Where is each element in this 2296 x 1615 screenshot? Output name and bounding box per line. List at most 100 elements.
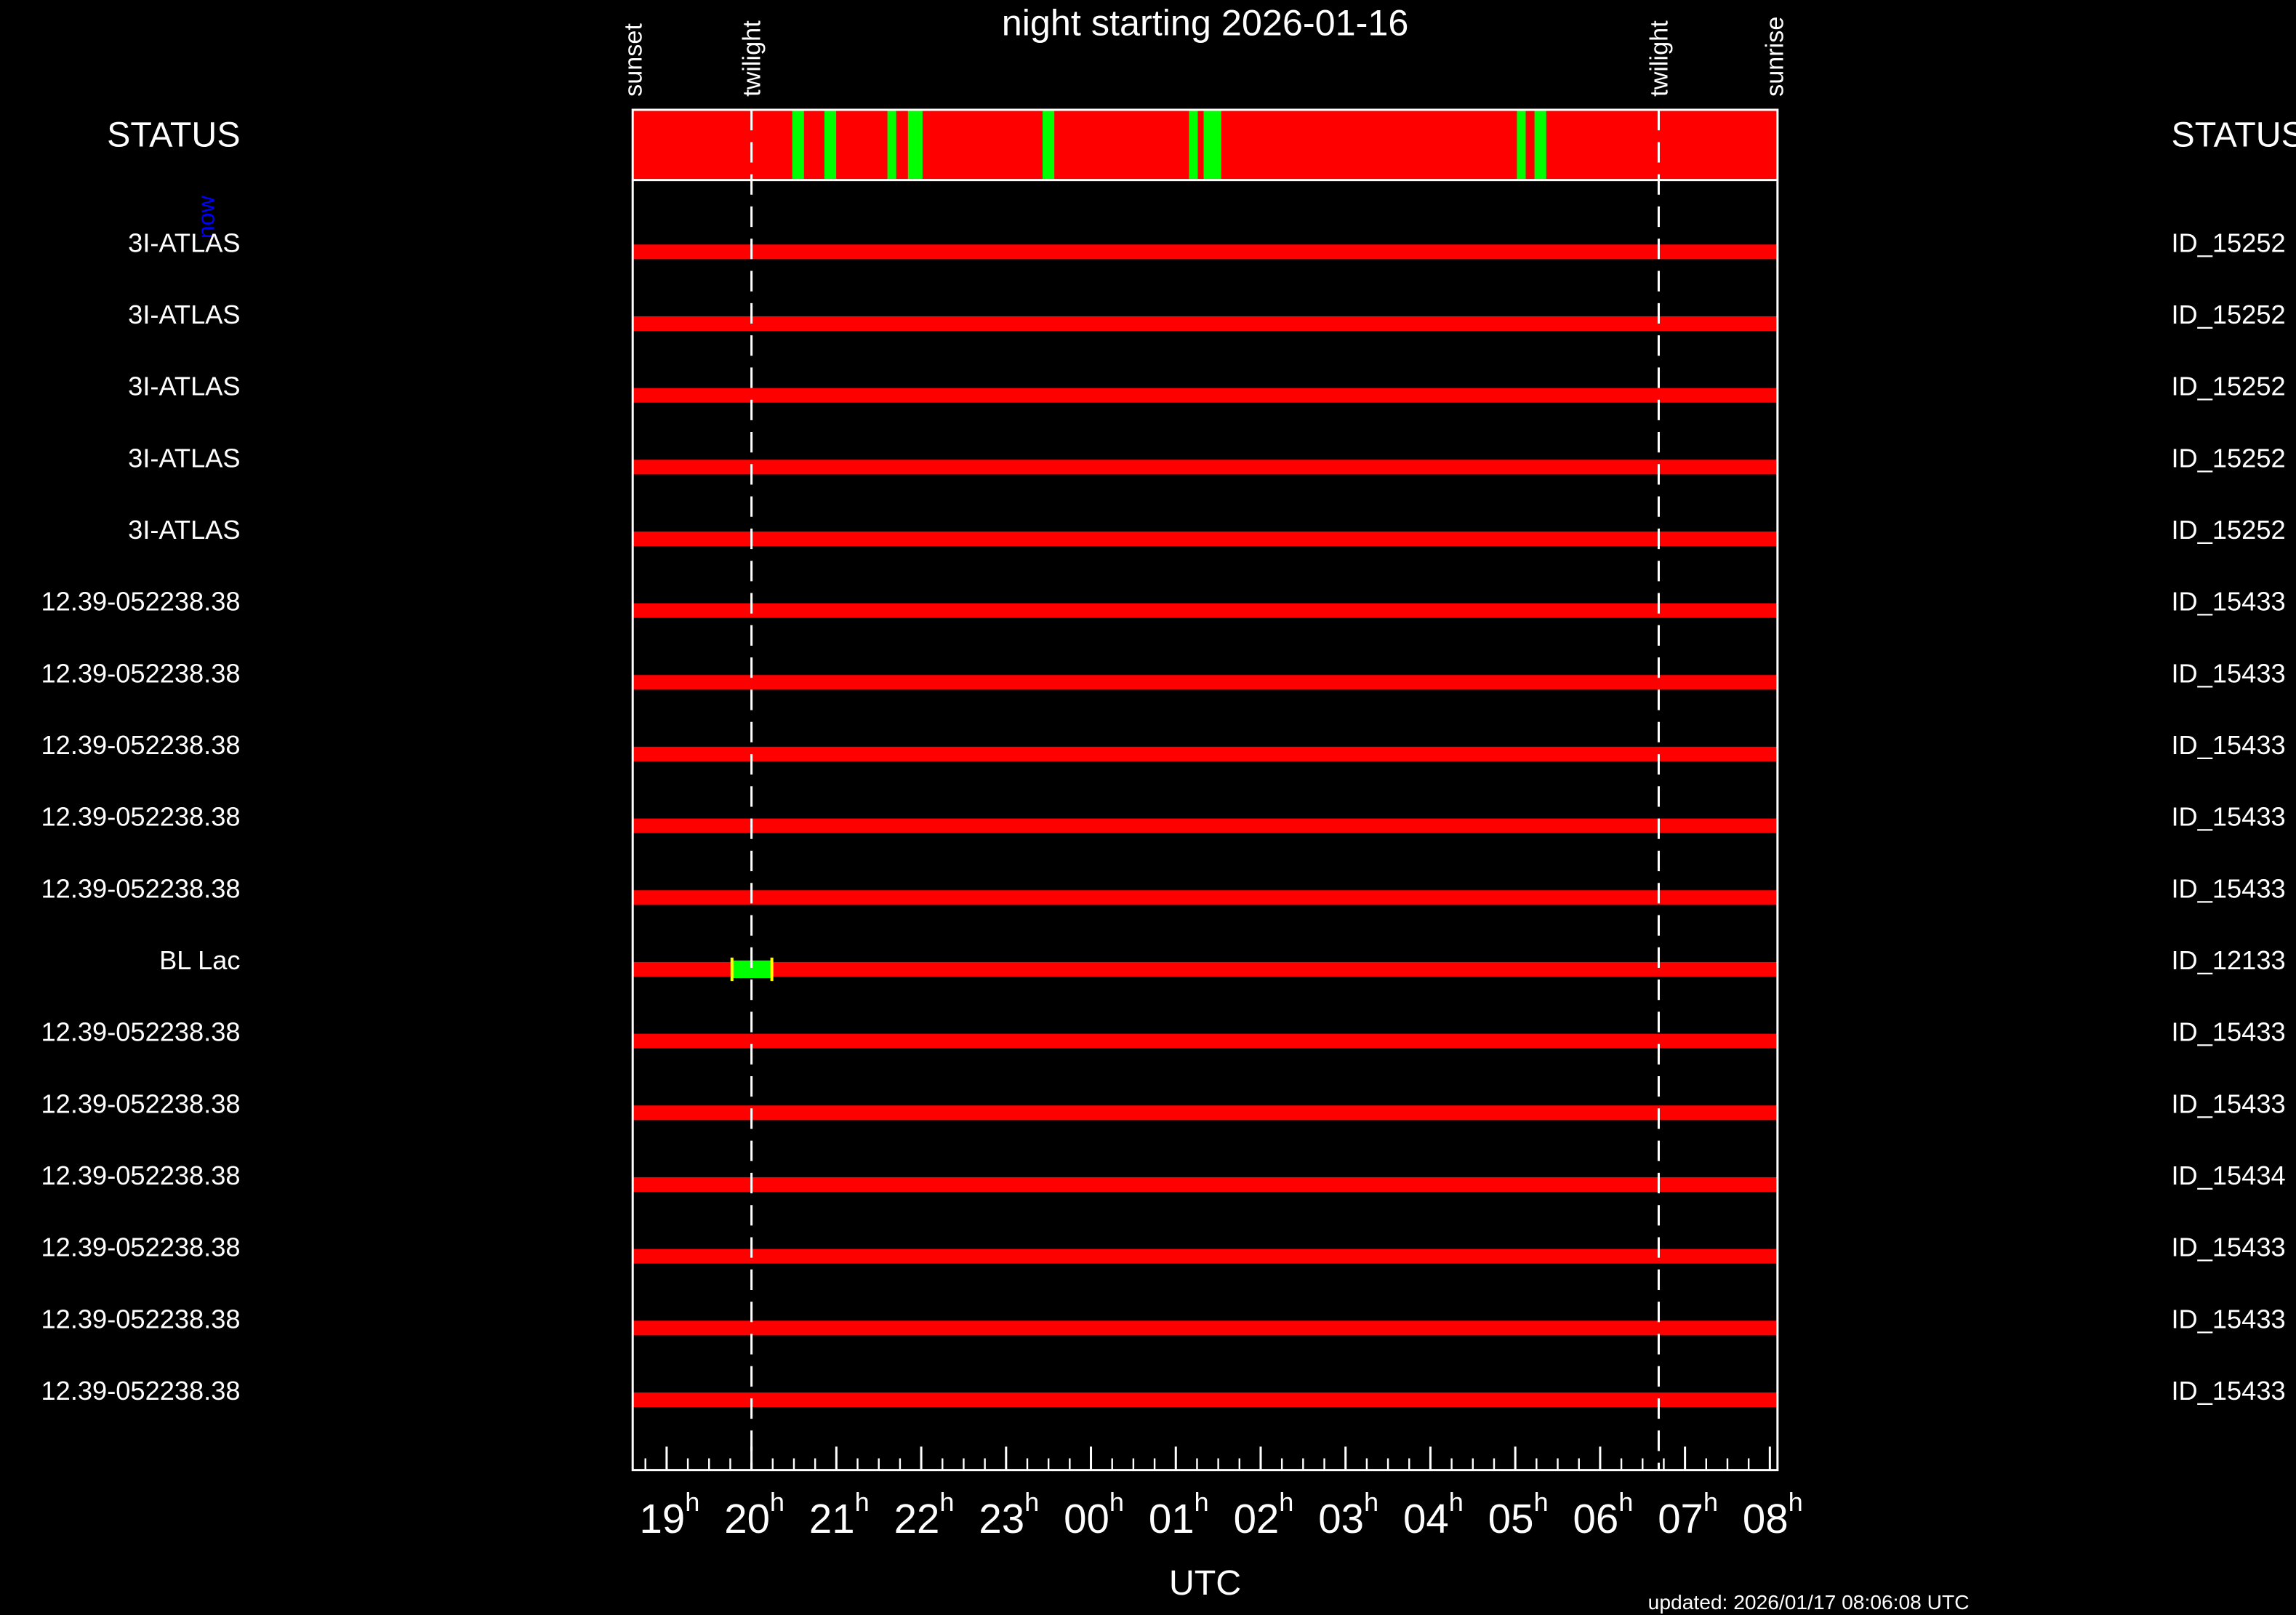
x-tick-label: 19h bbox=[639, 1487, 699, 1542]
row-bar bbox=[633, 316, 1778, 332]
event-label: sunset bbox=[619, 23, 647, 97]
x-tick-label: 21h bbox=[809, 1487, 870, 1542]
x-tick-label: 01h bbox=[1149, 1487, 1209, 1542]
x-tick-label: 00h bbox=[1064, 1487, 1124, 1542]
row-name: 3I-ATLAS bbox=[128, 228, 240, 257]
row-id: ID_15252 bbox=[2172, 372, 2286, 401]
x-tick-number: 00 bbox=[1064, 1496, 1109, 1542]
x-tick-label: 08h bbox=[1743, 1487, 1803, 1542]
x-tick-suffix: h bbox=[1364, 1487, 1378, 1517]
row-name: 3I-ATLAS bbox=[128, 372, 240, 401]
row-name: 12.39-052238.38 bbox=[41, 587, 241, 617]
row-id: ID_15252 bbox=[2172, 515, 2286, 545]
x-tick-number: 03 bbox=[1318, 1496, 1364, 1542]
x-tick-label: 02h bbox=[1234, 1487, 1294, 1542]
event-label: twilight bbox=[739, 20, 766, 97]
row-id: ID_15433 bbox=[2172, 587, 2286, 617]
x-tick-number: 19 bbox=[639, 1496, 685, 1542]
x-tick-number: 04 bbox=[1403, 1496, 1449, 1542]
event-label: sunrise bbox=[1761, 17, 1789, 97]
x-tick-suffix: h bbox=[1533, 1487, 1548, 1517]
x-tick-label: 07h bbox=[1658, 1487, 1718, 1542]
x-tick-label: 20h bbox=[724, 1487, 784, 1542]
x-tick-label: 23h bbox=[979, 1487, 1039, 1542]
row-bar bbox=[633, 1177, 1778, 1193]
row-id: ID_15252 bbox=[2172, 443, 2286, 473]
row-bar bbox=[633, 675, 1778, 690]
x-tick-number: 01 bbox=[1149, 1496, 1195, 1542]
x-tick-suffix: h bbox=[1789, 1487, 1803, 1517]
x-tick-suffix: h bbox=[1024, 1487, 1039, 1517]
row-bar bbox=[633, 1249, 1778, 1264]
x-tick-suffix: h bbox=[855, 1487, 870, 1517]
status-block bbox=[1517, 110, 1526, 180]
plot-frame bbox=[631, 108, 1779, 1472]
row-name: 12.39-052238.38 bbox=[41, 873, 241, 903]
row-bar bbox=[633, 746, 1778, 762]
row-name: 3I-ATLAS bbox=[128, 300, 240, 329]
status-label: STATUS bbox=[2172, 115, 2296, 154]
row-name: 12.39-052238.38 bbox=[41, 658, 241, 688]
row-bar bbox=[633, 1105, 1778, 1121]
row-id: ID_12133 bbox=[2172, 945, 2286, 975]
status-label: STATUS bbox=[107, 115, 240, 154]
x-tick-label: 22h bbox=[894, 1487, 955, 1542]
x-tick-suffix: h bbox=[1279, 1487, 1293, 1517]
x-tick-suffix: h bbox=[685, 1487, 699, 1517]
x-tick-suffix: h bbox=[1703, 1487, 1718, 1517]
row-name: 12.39-052238.38 bbox=[41, 1233, 241, 1262]
row-name: 12.39-052238.38 bbox=[41, 730, 241, 760]
row-id: ID_15252 bbox=[2172, 228, 2286, 257]
status-block bbox=[907, 110, 923, 180]
x-tick-number: 21 bbox=[809, 1496, 855, 1542]
x-tick-number: 06 bbox=[1573, 1496, 1618, 1542]
x-tick-suffix: h bbox=[1109, 1487, 1124, 1517]
row-bar bbox=[633, 460, 1778, 475]
status-block bbox=[1043, 110, 1055, 180]
x-tick-number: 07 bbox=[1658, 1496, 1703, 1542]
row-id: ID_15433 bbox=[2172, 802, 2286, 832]
x-tick-label: 06h bbox=[1573, 1487, 1633, 1542]
row-id: ID_15433 bbox=[2172, 658, 2286, 688]
row-name: 12.39-052238.38 bbox=[41, 1017, 241, 1047]
row-name: 12.39-052238.38 bbox=[41, 1161, 241, 1190]
updated-note: updated: 2026/01/17 08:06:08 UTC bbox=[1648, 1590, 1970, 1614]
row-id: ID_15433 bbox=[2172, 873, 2286, 903]
x-tick-label: 04h bbox=[1403, 1487, 1464, 1542]
x-tick-label: 03h bbox=[1318, 1487, 1378, 1542]
x-axis-label: UTC bbox=[1169, 1563, 1241, 1603]
row-name: 12.39-052238.38 bbox=[41, 1304, 241, 1334]
row-bar bbox=[633, 531, 1778, 547]
x-tick-number: 20 bbox=[724, 1496, 770, 1542]
x-tick-suffix: h bbox=[770, 1487, 784, 1517]
row-id: ID_15434 bbox=[2172, 1161, 2286, 1190]
row-id: ID_15433 bbox=[2172, 1089, 2286, 1118]
row-name: 12.39-052238.38 bbox=[41, 1376, 241, 1406]
status-block bbox=[824, 110, 837, 180]
row-id: ID_15252 bbox=[2172, 300, 2286, 329]
row-name: BL Lac bbox=[159, 945, 240, 975]
x-tick-number: 22 bbox=[894, 1496, 940, 1542]
status-block bbox=[1203, 110, 1221, 180]
row-bar bbox=[633, 961, 1778, 977]
x-tick-suffix: h bbox=[1195, 1487, 1209, 1517]
x-tick-suffix: h bbox=[1618, 1487, 1633, 1517]
now-label: now bbox=[193, 195, 219, 239]
row-bar bbox=[633, 603, 1778, 618]
row-bar bbox=[633, 890, 1778, 905]
status-block bbox=[1189, 110, 1198, 180]
row-bar bbox=[633, 1033, 1778, 1049]
row-id: ID_15433 bbox=[2172, 1376, 2286, 1406]
x-tick-suffix: h bbox=[1449, 1487, 1464, 1517]
status-block bbox=[792, 110, 804, 180]
status-block bbox=[1534, 110, 1546, 180]
row-id: ID_15433 bbox=[2172, 1017, 2286, 1047]
row-id: ID_15433 bbox=[2172, 1304, 2286, 1334]
event-label: twilight bbox=[1646, 20, 1674, 97]
row-name: 12.39-052238.38 bbox=[41, 1089, 241, 1118]
row-bar bbox=[633, 818, 1778, 833]
x-tick-suffix: h bbox=[939, 1487, 954, 1517]
x-tick-number: 02 bbox=[1234, 1496, 1280, 1542]
x-tick-label: 05h bbox=[1488, 1487, 1549, 1542]
row-name: 12.39-052238.38 bbox=[41, 802, 241, 832]
